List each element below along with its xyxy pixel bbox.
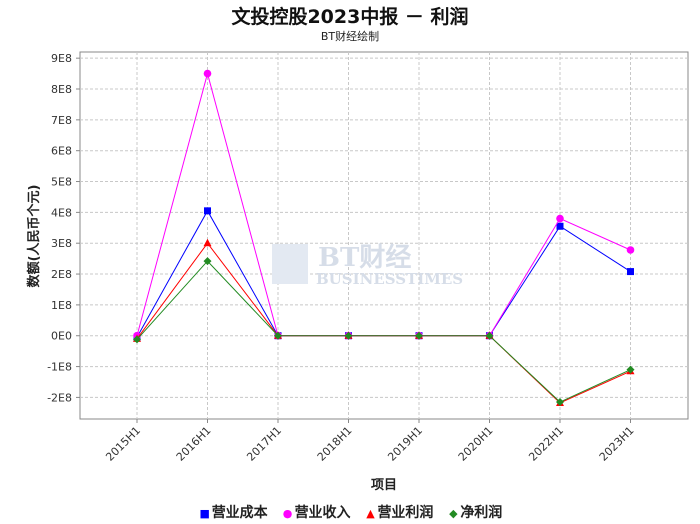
legend-label: 净利润 <box>460 505 503 521</box>
data-point <box>626 365 635 374</box>
x-tick-label: 2019H1 <box>385 424 425 464</box>
square-marker-icon: ■ <box>199 507 210 520</box>
x-tick-label: 2018H1 <box>315 424 355 464</box>
data-point <box>556 214 564 223</box>
y-axis-label: 数额(人民币个元) <box>26 185 42 288</box>
chart-subtitle: BT财经绘制 <box>320 30 380 43</box>
series-diamond <box>133 257 635 407</box>
data-point <box>203 238 212 247</box>
y-tick-label: -1E8 <box>47 361 72 374</box>
x-tick-label: 2015H1 <box>103 424 143 464</box>
x-axis-label: 项目 <box>371 478 397 493</box>
chart-title: 文投控股2023中报 － 利润 <box>231 6 469 28</box>
data-point <box>203 257 212 266</box>
data-point <box>203 69 212 78</box>
y-tick-label: 4E8 <box>51 206 72 219</box>
y-axis-ticks: 9E8 8E8 7E8 6E8 5E8 4E8 3E8 2E8 1E8 0E0 -1E8 -2E8 <box>47 52 80 404</box>
data-point <box>485 331 494 340</box>
legend-item-net-profit: ◆ 净利润 <box>446 502 502 522</box>
x-tick-label: 2023H1 <box>597 424 637 464</box>
grid-lines <box>80 52 688 419</box>
watermark: BT财经 BUSINESSTIMES <box>272 242 463 288</box>
legend-item-revenue: ● 营业收入 <box>281 502 351 522</box>
circle-marker-icon: ● <box>282 507 293 520</box>
data-point <box>556 398 564 407</box>
y-tick-label: 2E8 <box>51 268 72 281</box>
y-tick-label: 6E8 <box>51 145 72 158</box>
x-axis-ticks: 2015H1 2016H1 2017H1 2018H1 2019H1 2020H1 2022… <box>103 419 637 464</box>
data-point <box>627 268 634 276</box>
triangle-marker-icon: ▲ <box>366 507 375 520</box>
x-tick-label: 2022H1 <box>526 424 566 464</box>
legend-label: 营业收入 <box>294 505 351 521</box>
series-layer <box>133 69 635 407</box>
data-point <box>626 246 635 254</box>
series-line <box>136 260 631 403</box>
data-point <box>344 331 353 340</box>
line-chart: BT财经 BUSINESSTIMES 9E8 8E8 7E8 6E8 5E8 4E8 3E8… <box>26 51 689 493</box>
x-tick-label: 2016H1 <box>174 424 214 464</box>
legend-label: 营业利润 <box>377 505 434 521</box>
legend: ■ 营业成本 ● 营业收入 ▲ 营业利润 ◆ 净利润 <box>0 502 700 522</box>
data-point <box>133 335 141 344</box>
y-tick-label: -2E8 <box>47 391 72 404</box>
data-point <box>556 222 564 230</box>
data-point <box>204 207 211 215</box>
y-tick-label: 1E8 <box>51 299 72 312</box>
y-tick-label: 9E8 <box>51 52 72 65</box>
legend-label: 营业成本 <box>211 505 268 521</box>
legend-item-operating-profit: ▲ 营业利润 <box>363 502 433 522</box>
x-tick-label: 2017H1 <box>244 424 284 464</box>
watermark-main: BT财经 <box>318 242 411 273</box>
diamond-marker-icon: ◆ <box>449 507 458 520</box>
y-tick-label: 5E8 <box>51 176 72 189</box>
y-tick-label: 0E0 <box>51 330 72 343</box>
data-point <box>274 331 282 340</box>
plot-area <box>79 51 689 420</box>
x-tick-label: 2020H1 <box>456 424 496 464</box>
legend-item-cost: ■ 营业成本 <box>198 502 268 522</box>
watermark-sub: BUSINESSTIMES <box>316 270 463 288</box>
y-tick-label: 7E8 <box>51 114 72 127</box>
y-tick-label: 8E8 <box>51 83 72 96</box>
y-tick-label: 3E8 <box>51 237 72 250</box>
data-point <box>415 331 423 340</box>
